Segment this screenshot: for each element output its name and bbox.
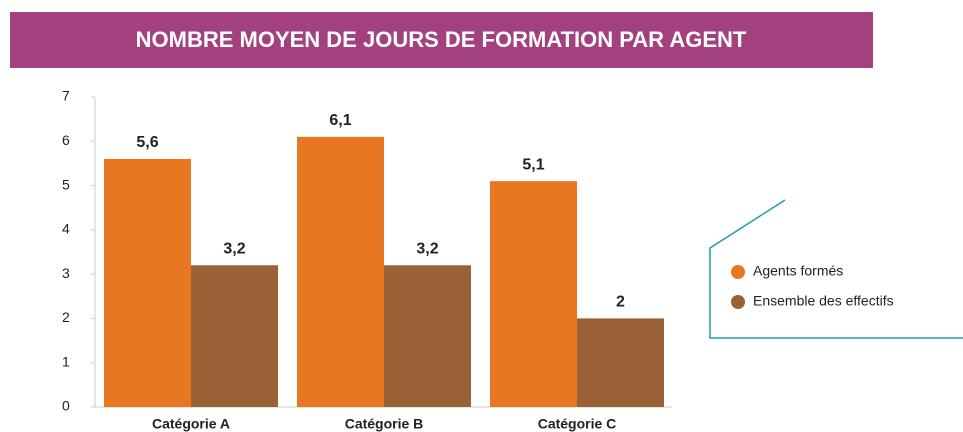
bar bbox=[297, 136, 384, 407]
y-tick-label: 3 bbox=[62, 265, 70, 281]
legend-swatch bbox=[731, 295, 745, 309]
y-tick-label: 0 bbox=[62, 398, 70, 414]
legend-frame bbox=[709, 199, 963, 339]
value-label: 5,6 bbox=[136, 134, 158, 151]
y-tick-label: 1 bbox=[62, 353, 70, 369]
value-label: 3,2 bbox=[416, 241, 438, 258]
bar bbox=[384, 265, 471, 407]
value-label: 2 bbox=[616, 294, 625, 311]
y-tick-label: 4 bbox=[62, 221, 70, 237]
title-banner bbox=[10, 12, 873, 68]
y-tick-label: 2 bbox=[62, 309, 70, 325]
y-tick-label: 7 bbox=[62, 88, 70, 104]
x-tick-label: Catégorie C bbox=[538, 416, 617, 432]
x-tick-label: Catégorie A bbox=[152, 416, 230, 432]
value-label: 3,2 bbox=[223, 241, 245, 258]
chart-title: NOMBRE MOYEN DE JOURS DE FORMATION PAR A… bbox=[136, 27, 747, 52]
x-tick-label: Catégorie B bbox=[345, 416, 424, 432]
value-label: 5,1 bbox=[522, 156, 544, 173]
value-label: 6,1 bbox=[329, 112, 351, 129]
legend-label: Ensemble des effectifs bbox=[753, 293, 894, 309]
bar bbox=[104, 159, 191, 407]
legend-label: Agents formés bbox=[753, 263, 843, 279]
y-tick-label: 6 bbox=[62, 132, 70, 148]
legend-swatch bbox=[731, 265, 745, 279]
bar bbox=[577, 318, 664, 407]
bar bbox=[191, 265, 278, 407]
y-tick-label: 5 bbox=[62, 176, 70, 192]
bar bbox=[490, 181, 577, 407]
